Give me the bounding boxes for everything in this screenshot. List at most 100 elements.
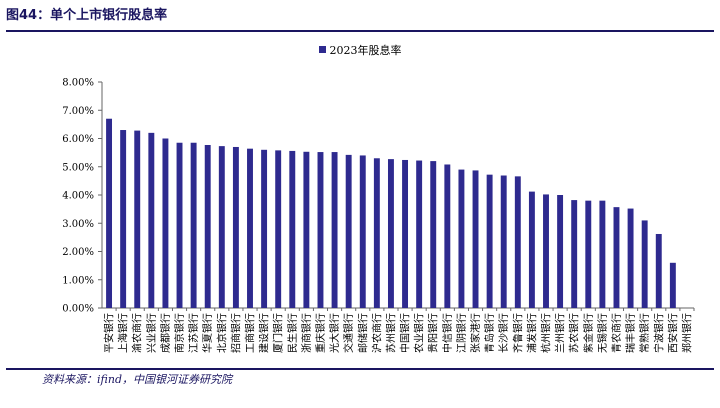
category-label: 农业银行	[413, 313, 426, 353]
category-label: 西安银行	[666, 313, 679, 353]
bar	[289, 150, 296, 308]
category-label: 贵阳银行	[427, 313, 440, 353]
category-label: 光大银行	[328, 313, 341, 353]
bar	[148, 132, 155, 308]
category-label: 齐鲁银行	[511, 313, 524, 353]
bar	[655, 233, 662, 308]
legend-label: 2023年股息率	[329, 44, 402, 57]
category-label: 中信银行	[441, 313, 454, 353]
bar	[528, 191, 535, 308]
category-label: 重庆银行	[314, 313, 327, 353]
bar	[444, 164, 451, 308]
y-tick-label: 4.00%	[62, 191, 94, 202]
title-rule	[6, 30, 714, 32]
category-label: 渝农商行	[131, 313, 144, 353]
category-label: 中国银行	[399, 313, 412, 353]
bar	[557, 195, 564, 308]
category-label: 北京银行	[215, 313, 228, 353]
category-label: 瑞丰银行	[624, 313, 637, 353]
category-label: 无锡银行	[596, 313, 609, 353]
category-label: 江苏银行	[187, 313, 200, 353]
y-tick-label: 1.00%	[62, 275, 94, 286]
y-tick-label: 3.00%	[62, 219, 94, 230]
bar	[275, 150, 282, 308]
y-tick-label: 2.00%	[62, 247, 94, 258]
bar	[416, 160, 423, 308]
category-label: 兰州银行	[554, 313, 567, 353]
bar	[190, 142, 197, 308]
category-label: 沪农商行	[370, 313, 383, 353]
category-label: 南京银行	[173, 313, 186, 353]
bar	[613, 207, 620, 308]
bar	[331, 152, 338, 308]
category-label: 浙商银行	[300, 313, 313, 353]
chart-legend: 2023年股息率	[0, 44, 720, 58]
category-label: 张家港行	[469, 313, 482, 353]
category-label: 交通银行	[342, 313, 355, 353]
bar	[627, 208, 634, 308]
bottom-rule	[6, 368, 714, 370]
category-label: 邮储银行	[356, 313, 369, 353]
category-label: 民生银行	[286, 313, 299, 353]
bar	[204, 144, 211, 308]
bar	[232, 146, 239, 308]
bar	[641, 220, 648, 308]
bar	[176, 142, 183, 308]
figure-title: 图44：单个上市银行股息率	[6, 8, 168, 23]
category-label: 平安银行	[103, 313, 116, 353]
category-label: 江阴银行	[455, 313, 468, 353]
category-label: 成都银行	[159, 313, 172, 353]
category-label: 华夏银行	[201, 313, 214, 353]
bar	[261, 149, 268, 308]
category-label: 苏农银行	[568, 313, 581, 353]
bar	[247, 148, 253, 308]
bar	[106, 118, 113, 308]
bar	[317, 152, 324, 308]
category-label: 青农商行	[610, 313, 623, 353]
y-tick-label: 0.00%	[62, 304, 94, 315]
category-label: 建设银行	[258, 313, 271, 353]
bar	[500, 175, 507, 308]
legend-swatch	[318, 46, 326, 53]
y-tick-label: 7.00%	[62, 106, 94, 117]
y-tick-label: 5.00%	[62, 162, 94, 173]
y-tick-label: 6.00%	[62, 134, 94, 145]
bar	[120, 130, 127, 308]
bar	[134, 130, 141, 308]
bar	[162, 138, 169, 308]
category-label: 招商银行	[229, 313, 242, 353]
bar	[387, 159, 394, 308]
bar	[345, 154, 352, 308]
bar	[514, 176, 521, 308]
category-label: 厦门银行	[272, 313, 285, 353]
bar	[571, 200, 578, 308]
category-label: 苏州银行	[384, 313, 397, 353]
category-label: 长沙银行	[497, 313, 510, 353]
category-label: 紫金银行	[582, 313, 595, 353]
category-label: 郑州银行	[680, 313, 693, 353]
bar	[458, 169, 465, 308]
category-label: 浦发银行	[525, 313, 538, 353]
bar	[669, 262, 676, 308]
category-label: 杭州银行	[540, 313, 553, 353]
category-label: 宁波银行	[652, 313, 665, 353]
bar	[430, 161, 437, 308]
bar	[359, 155, 366, 308]
category-label: 常熟银行	[638, 313, 651, 353]
bar	[373, 158, 380, 308]
bar	[585, 200, 592, 308]
source-note: 资料来源：ifind，中国银河证券研究院	[42, 373, 232, 386]
category-label: 兴业银行	[145, 313, 158, 353]
bar	[543, 194, 549, 308]
category-label: 工商银行	[244, 313, 257, 353]
bar	[402, 159, 409, 308]
bar	[303, 151, 310, 308]
bar	[599, 200, 606, 308]
category-label: 青岛银行	[483, 313, 496, 353]
bar	[218, 146, 225, 308]
y-tick-label: 8.00%	[62, 78, 94, 89]
bar	[486, 174, 493, 308]
category-label: 上海银行	[117, 313, 130, 353]
bar	[472, 170, 479, 308]
